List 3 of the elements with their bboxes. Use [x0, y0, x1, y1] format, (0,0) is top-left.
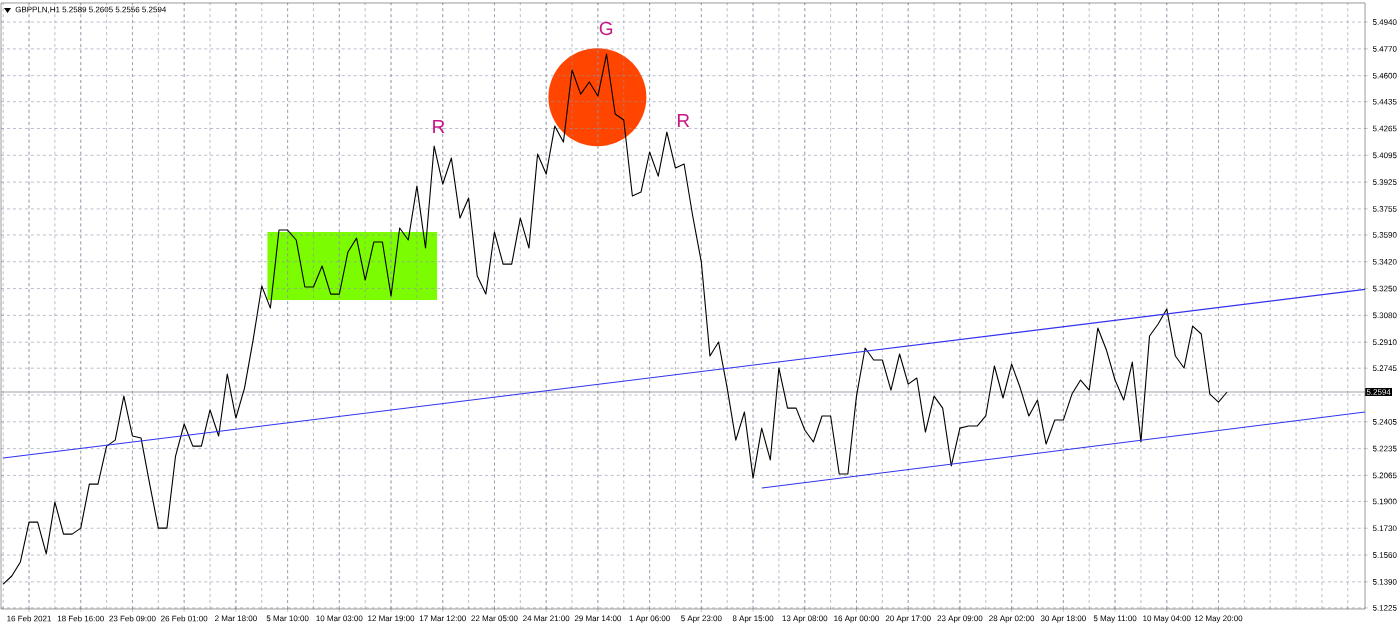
annotation: R	[677, 114, 690, 128]
annotation: R	[433, 120, 445, 134]
annotation: G	[599, 21, 613, 36]
